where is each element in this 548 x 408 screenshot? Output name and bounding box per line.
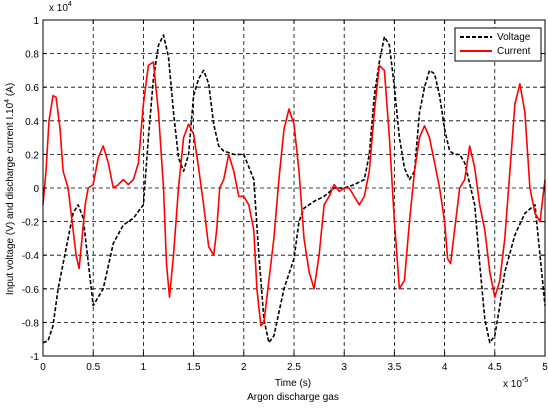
y-tick-label: 1: [33, 16, 39, 27]
y-tick-label: -0.6: [22, 285, 40, 296]
x-tick-label: 4.5: [488, 362, 502, 373]
x-multiplier: x 10-5: [503, 377, 528, 390]
y-tick-label: 0.4: [25, 117, 39, 128]
x-tick-label: 1: [141, 362, 147, 373]
y-tick-label: -1: [30, 352, 39, 363]
x-tick-label: 2.5: [287, 362, 301, 373]
y-tick-label: 0.8: [25, 50, 39, 61]
x-tick-label: 4: [442, 362, 448, 373]
x-tick-label: 3: [341, 362, 347, 373]
y-tick-label: 0.6: [25, 83, 39, 94]
y-tick-label: -0.2: [22, 218, 40, 229]
chart-caption: Argon discharge gas: [247, 392, 339, 403]
legend-label-voltage: Voltage: [497, 32, 531, 43]
y-tick-label: -0.8: [22, 318, 40, 329]
series-voltage-line: [42, 34, 546, 344]
y-tick-label: 0: [33, 184, 39, 195]
series-layer: [42, 34, 546, 344]
legend: Voltage Current: [454, 27, 542, 62]
x-axis-label: Time (s): [275, 378, 311, 389]
legend-box: [454, 27, 542, 62]
series-current-line: [42, 61, 546, 327]
x-tick-label: 0.5: [86, 362, 100, 373]
x-tick-label: 3.5: [387, 362, 401, 373]
grid: [43, 20, 545, 356]
x-tick-label: 2: [241, 362, 247, 373]
ticks: 0 0.5 1 1.5 2 2.5 3 3.5 4 4.5 5 -1 -0.8 -0.6 -0.4 -0.2 0…: [22, 16, 548, 373]
y-axis-label: Input voltage (V) and discharge current …: [4, 83, 16, 295]
x-tick-label: 1.5: [187, 362, 201, 373]
x-tick-label: 5: [542, 362, 548, 373]
y-tick-label: 0.2: [25, 150, 39, 161]
x-tick-label: 0: [40, 362, 46, 373]
y-tick-label: -0.4: [22, 251, 40, 262]
y-multiplier: x 104: [49, 1, 72, 14]
legend-label-current: Current: [497, 46, 531, 57]
